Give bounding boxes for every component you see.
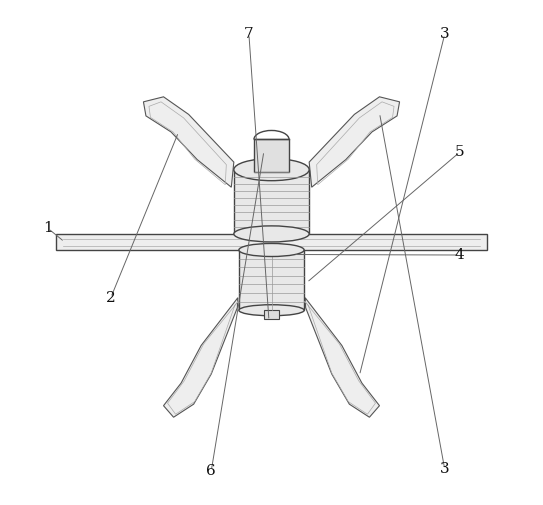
Polygon shape xyxy=(309,97,400,187)
Polygon shape xyxy=(163,298,238,417)
Text: 5: 5 xyxy=(455,145,465,159)
Text: 1: 1 xyxy=(43,221,53,235)
Text: 7: 7 xyxy=(244,27,254,41)
Text: 6: 6 xyxy=(206,464,216,478)
Text: 3: 3 xyxy=(440,463,450,476)
Ellipse shape xyxy=(234,226,309,242)
Polygon shape xyxy=(305,298,380,417)
Bar xyxy=(239,250,304,310)
Ellipse shape xyxy=(234,159,309,181)
Bar xyxy=(264,310,279,319)
Text: 2: 2 xyxy=(106,291,116,305)
Bar xyxy=(55,234,488,250)
Ellipse shape xyxy=(239,243,304,257)
Text: 4: 4 xyxy=(455,248,465,262)
Bar xyxy=(234,170,309,234)
Text: 3: 3 xyxy=(440,27,450,41)
Bar xyxy=(254,139,289,172)
Ellipse shape xyxy=(239,305,304,316)
Polygon shape xyxy=(143,97,234,187)
